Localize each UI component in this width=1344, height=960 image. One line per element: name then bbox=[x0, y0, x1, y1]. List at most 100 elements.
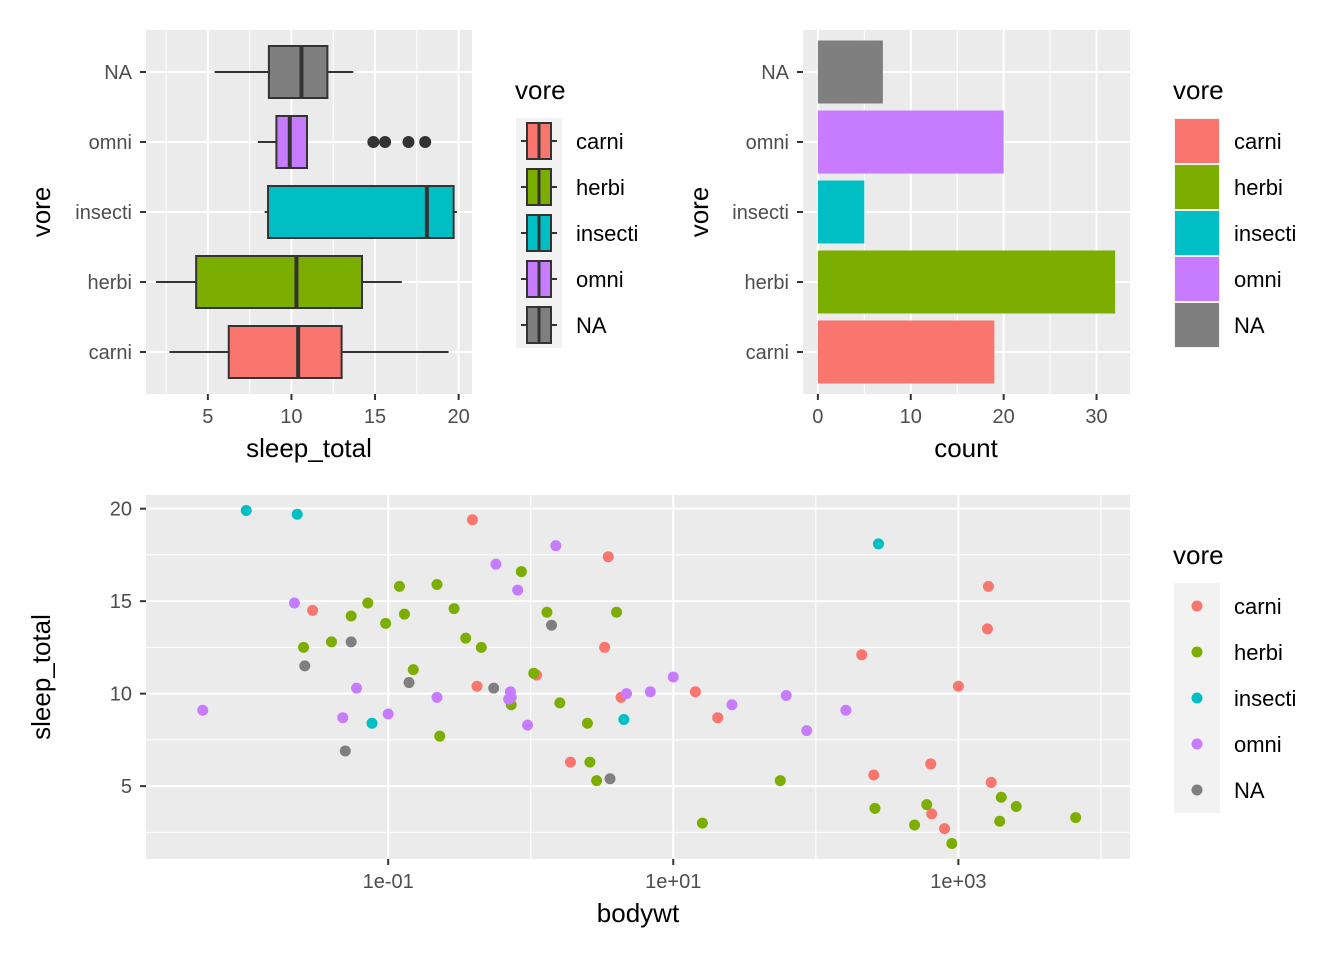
point-omni bbox=[197, 704, 209, 716]
point-carni bbox=[599, 641, 611, 653]
boxplot-panel: 5 10 15 20 carni herbi insecti omni NA sleep_tot… bbox=[26, 30, 472, 463]
box-carni bbox=[227, 325, 343, 379]
point-insecti bbox=[240, 505, 252, 517]
point-carni bbox=[868, 769, 880, 781]
legend-label: insecti bbox=[1234, 686, 1296, 711]
legend-label: omni bbox=[1234, 267, 1282, 292]
point-herbi bbox=[298, 641, 310, 653]
bar-carni bbox=[817, 320, 995, 384]
point-carni bbox=[982, 580, 994, 592]
legend-label: omni bbox=[1234, 732, 1282, 757]
x-tick-label: 15 bbox=[364, 406, 386, 428]
scatter-panel: 1e-01 1e+01 1e+03 5 10 15 20 bodywt sleep_tota… bbox=[26, 495, 1130, 928]
point-herbi bbox=[946, 837, 958, 849]
legend-key-herbi bbox=[1175, 165, 1219, 209]
legend-label: insecti bbox=[576, 221, 638, 246]
box-NA bbox=[267, 45, 329, 99]
point-carni bbox=[689, 686, 701, 698]
y-tick-label: 5 bbox=[121, 776, 132, 798]
point-NA bbox=[403, 677, 415, 689]
legend-label: NA bbox=[576, 313, 607, 338]
outlier-point bbox=[402, 136, 415, 148]
point-omni bbox=[550, 540, 562, 552]
y-tick-label: herbi bbox=[745, 272, 789, 294]
legend-label: herbi bbox=[1234, 640, 1283, 665]
x-tick-label: 10 bbox=[280, 406, 302, 428]
point-carni bbox=[939, 823, 951, 835]
point-carni bbox=[712, 712, 724, 724]
point-carni bbox=[602, 551, 614, 563]
point-omni bbox=[337, 712, 349, 724]
point-NA bbox=[345, 636, 357, 648]
legend-key-carni bbox=[1191, 600, 1203, 612]
outlier-point bbox=[419, 136, 432, 148]
point-herbi bbox=[774, 775, 786, 787]
legend-key-omni bbox=[1191, 738, 1203, 750]
outlier-point bbox=[367, 136, 380, 148]
point-omni bbox=[351, 682, 363, 694]
y-tick-label: insecti bbox=[732, 202, 789, 224]
point-omni bbox=[840, 704, 852, 716]
legend-key-omni bbox=[1175, 257, 1219, 301]
point-herbi bbox=[591, 775, 603, 787]
y-tick-label: herbi bbox=[88, 272, 132, 294]
point-herbi bbox=[362, 597, 374, 609]
legend-label: NA bbox=[1234, 778, 1265, 803]
point-omni bbox=[644, 686, 656, 698]
point-carni bbox=[471, 680, 483, 692]
point-herbi bbox=[584, 756, 596, 768]
point-omni bbox=[801, 725, 813, 737]
point-herbi bbox=[460, 632, 472, 644]
x-tick-label: 5 bbox=[202, 406, 213, 428]
legend-label: carni bbox=[1234, 129, 1282, 154]
bar-NA bbox=[817, 40, 883, 104]
x-tick-label: 1e-01 bbox=[363, 871, 414, 893]
point-herbi bbox=[869, 802, 881, 814]
bar-insecti bbox=[817, 180, 865, 244]
point-omni bbox=[780, 689, 792, 701]
point-herbi bbox=[921, 799, 933, 811]
point-herbi bbox=[398, 608, 410, 620]
point-herbi bbox=[528, 667, 540, 679]
y-tick-label: 10 bbox=[110, 684, 132, 706]
y-axis-title: sleep_total bbox=[26, 614, 56, 740]
legend-label: NA bbox=[1234, 313, 1265, 338]
point-omni bbox=[621, 688, 633, 700]
bar-panel: 0 10 20 30 carni herbi insecti omni NA count vor… bbox=[684, 30, 1130, 463]
panel-background bbox=[146, 495, 1130, 859]
legend-label: herbi bbox=[576, 175, 625, 200]
boxplot-marks bbox=[156, 45, 457, 379]
x-tick-label: 30 bbox=[1085, 406, 1107, 428]
point-herbi bbox=[325, 636, 337, 648]
point-omni bbox=[522, 719, 534, 731]
point-omni bbox=[726, 699, 738, 711]
boxplot-legend: vore carni herbi insecti omni NA bbox=[515, 75, 638, 348]
x-tick-label: 10 bbox=[900, 406, 922, 428]
legend-label: carni bbox=[1234, 594, 1282, 619]
point-herbi bbox=[431, 579, 443, 591]
bar-marks bbox=[817, 40, 1116, 384]
point-carni bbox=[466, 514, 478, 526]
y-tick-label: 15 bbox=[110, 591, 132, 613]
point-carni bbox=[952, 680, 964, 692]
point-herbi bbox=[611, 606, 623, 618]
point-herbi bbox=[515, 566, 527, 578]
y-axis-title: vore bbox=[684, 187, 714, 238]
point-NA bbox=[299, 660, 311, 672]
point-herbi bbox=[909, 819, 921, 831]
point-omni bbox=[505, 691, 517, 703]
bar-omni bbox=[817, 110, 1004, 174]
x-axis-title: sleep_total bbox=[246, 433, 372, 463]
y-tick-label: carni bbox=[89, 342, 132, 364]
point-omni bbox=[667, 671, 679, 683]
box-insecti bbox=[267, 185, 455, 239]
point-carni bbox=[981, 623, 993, 635]
legend-label: carni bbox=[576, 129, 624, 154]
x-tick-label: 1e+03 bbox=[930, 871, 986, 893]
bar-herbi bbox=[817, 250, 1116, 314]
x-tick-label: 20 bbox=[993, 406, 1015, 428]
legend-label: omni bbox=[576, 267, 624, 292]
point-omni bbox=[512, 584, 524, 596]
point-herbi bbox=[434, 730, 446, 742]
outlier-point bbox=[379, 136, 392, 148]
